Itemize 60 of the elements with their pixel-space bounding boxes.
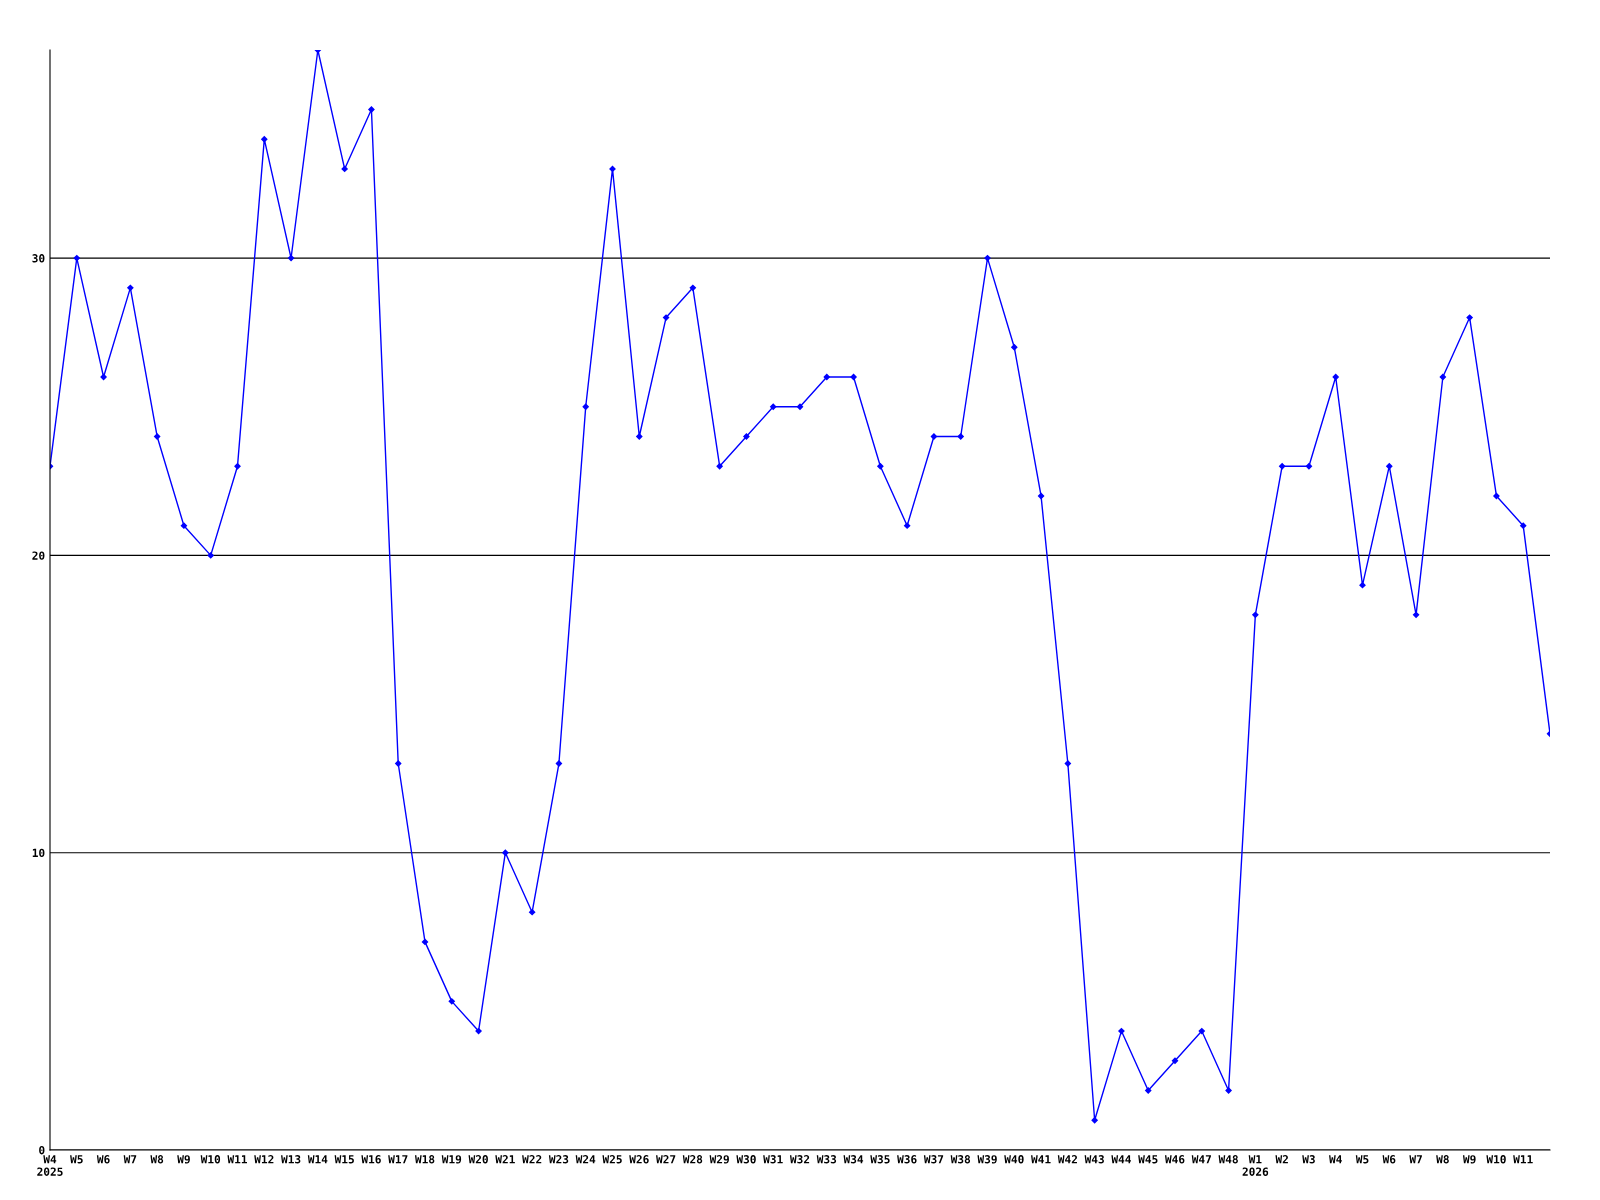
x-tick-label: W8 <box>1436 1155 1449 1164</box>
x-tick-label: W37 <box>923 1155 944 1164</box>
x-tick-label: W1 2026 <box>1242 1155 1269 1176</box>
x-tick-label: W34 <box>843 1155 864 1164</box>
y-tick-label: 30 <box>32 254 45 263</box>
x-tick-label: W24 <box>575 1155 596 1164</box>
x-tick-label: W3 <box>1302 1155 1315 1164</box>
x-tick-label: W9 <box>1462 1155 1476 1164</box>
x-tick-label: W26 <box>629 1155 649 1164</box>
x-tick-label: W4 2025 <box>37 1155 63 1176</box>
x-tick-label: W44 <box>1111 1155 1131 1164</box>
x-tick-label: W38 <box>950 1155 971 1164</box>
x-tick-label: W35 <box>870 1155 890 1164</box>
x-tick-label: W33 <box>816 1155 837 1164</box>
x-tick-label: W21 <box>495 1155 515 1164</box>
x-tick-label: W41 <box>1031 1155 1051 1164</box>
x-tick-label: W25 <box>602 1155 622 1164</box>
x-tick-label: W11 <box>1513 1155 1533 1164</box>
x-tick-label: W11 <box>227 1155 247 1164</box>
x-tick-label: W8 <box>150 1155 164 1164</box>
x-tick-label: W5 <box>1355 1155 1369 1164</box>
x-tick-label: W22 <box>522 1155 542 1164</box>
y-tick-label: 0 <box>39 1145 45 1155</box>
x-tick-label: W17 <box>388 1155 408 1164</box>
x-tick-label: W12 <box>254 1155 274 1164</box>
x-tick-label: W18 <box>414 1155 435 1164</box>
x-tick-label: W10 <box>1486 1155 1506 1164</box>
x-tick-label: W47 <box>1191 1155 1211 1164</box>
x-tick-label: W27 <box>656 1155 676 1164</box>
x-tick-label: W46 <box>1164 1155 1185 1164</box>
x-tick-label: W14 <box>307 1155 328 1164</box>
x-tick-label: W29 <box>709 1155 729 1164</box>
x-tick-label: W31 <box>763 1155 783 1164</box>
x-tick-label: W15 <box>334 1155 354 1164</box>
x-tick-label: W7 <box>123 1155 137 1164</box>
x-tick-label: W23 <box>548 1155 569 1164</box>
y-tick-label: 20 <box>32 551 45 560</box>
x-tick-label: W43 <box>1084 1155 1104 1164</box>
x-tick-label: W19 <box>441 1155 462 1164</box>
x-tick-label: W10 <box>200 1155 221 1164</box>
x-tick-label: W9 <box>177 1155 190 1164</box>
x-tick-label: W6 <box>96 1155 110 1164</box>
x-tick-label: W45 <box>1138 1155 1158 1164</box>
x-tick-label: W42 <box>1057 1155 1077 1164</box>
x-tick-label: W48 <box>1218 1155 1238 1164</box>
x-tick-label: W16 <box>361 1155 381 1164</box>
x-tick-label: W5 <box>70 1155 83 1164</box>
x-tick-label: W39 <box>977 1155 997 1164</box>
x-tick-label: W2 <box>1275 1155 1288 1164</box>
x-tick-label: W7 <box>1409 1155 1422 1164</box>
x-tick-label: W32 <box>789 1155 810 1164</box>
x-tick-label: W28 <box>682 1155 703 1164</box>
y-tick-label: 10 <box>32 848 45 858</box>
x-tick-label: W20 <box>468 1155 488 1164</box>
x-tick-label: W6 <box>1382 1155 1396 1164</box>
x-tick-label: W36 <box>897 1155 917 1164</box>
x-tick-label: W4 <box>1329 1155 1342 1164</box>
x-tick-label: W13 <box>281 1155 301 1164</box>
x-tick-label: W30 <box>736 1155 756 1164</box>
x-tick-label: W40 <box>1004 1155 1024 1164</box>
